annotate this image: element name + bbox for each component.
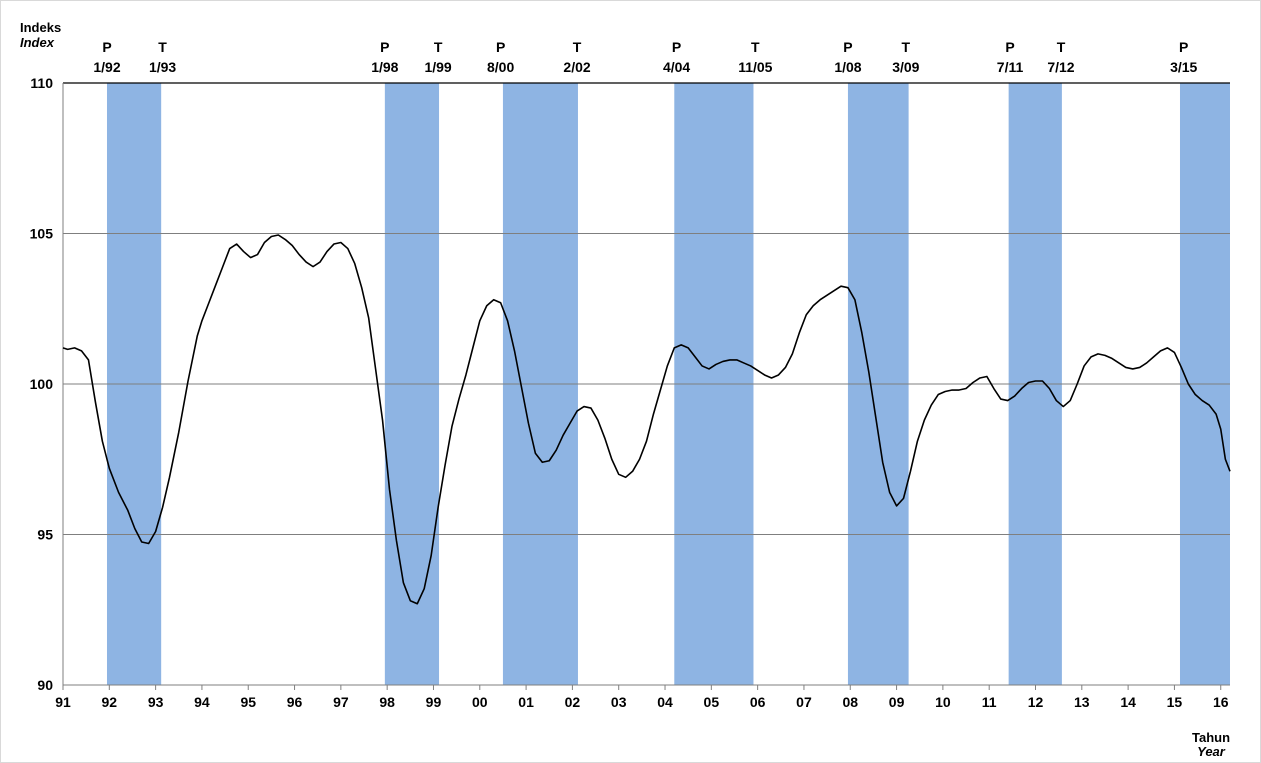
x-axis-label-en: Year bbox=[1197, 744, 1226, 759]
x-tick-label: 94 bbox=[194, 694, 210, 710]
annotation-date: 1/99 bbox=[424, 59, 451, 75]
annotation-type: P bbox=[843, 39, 852, 55]
annotation-date: 8/00 bbox=[487, 59, 514, 75]
x-tick-label: 93 bbox=[148, 694, 164, 710]
x-axis-label: Tahun bbox=[1192, 730, 1230, 745]
x-tick-label: 12 bbox=[1028, 694, 1044, 710]
y-tick-label: 95 bbox=[37, 527, 53, 543]
x-tick-label: 97 bbox=[333, 694, 349, 710]
x-tick-label: 11 bbox=[982, 694, 997, 710]
annotation-date: 7/12 bbox=[1047, 59, 1074, 75]
annotation-date: 2/02 bbox=[563, 59, 590, 75]
annotation-date: 4/04 bbox=[663, 59, 690, 75]
x-tick-label: 05 bbox=[704, 694, 720, 710]
axes bbox=[62, 83, 1230, 690]
x-tick-label: 96 bbox=[287, 694, 303, 710]
annotation-type: P bbox=[380, 39, 389, 55]
y-axis-label: Indeks bbox=[20, 20, 61, 35]
x-tick-label: 00 bbox=[472, 694, 488, 710]
x-tick-label: 09 bbox=[889, 694, 905, 710]
annotation-type: T bbox=[158, 39, 167, 55]
x-tick-label: 15 bbox=[1167, 694, 1183, 710]
x-tick-label: 04 bbox=[657, 694, 673, 710]
series-line bbox=[62, 234, 1231, 605]
annotation-type: P bbox=[672, 39, 681, 55]
annotation-date: 11/05 bbox=[738, 59, 772, 75]
annotation-type: T bbox=[751, 39, 760, 55]
index-series bbox=[62, 234, 1231, 605]
annotation-type: T bbox=[434, 39, 443, 55]
x-tick-label: 99 bbox=[426, 694, 442, 710]
annotation-type: T bbox=[573, 39, 582, 55]
x-tick-label: 16 bbox=[1213, 694, 1229, 710]
x-tick-label: 03 bbox=[611, 694, 627, 710]
annotation-type: T bbox=[1057, 39, 1066, 55]
y-tick-label: 100 bbox=[30, 376, 54, 392]
x-tick-label: 02 bbox=[565, 694, 581, 710]
annotation-type: T bbox=[902, 39, 911, 55]
annotation-type: P bbox=[496, 39, 505, 55]
x-tick-label: 91 bbox=[55, 694, 71, 710]
x-tick-label: 14 bbox=[1120, 694, 1136, 710]
annotation-date: 1/93 bbox=[149, 59, 176, 75]
annotation-date: 1/08 bbox=[834, 59, 861, 75]
y-tick-label: 110 bbox=[30, 75, 53, 91]
x-tick-label: 92 bbox=[102, 694, 118, 710]
annotation-date: 1/98 bbox=[371, 59, 398, 75]
y-axis-label-en: Index bbox=[20, 35, 55, 50]
annotation-type: P bbox=[102, 39, 111, 55]
x-tick-label: 95 bbox=[240, 694, 256, 710]
y-tick-label: 90 bbox=[37, 677, 53, 693]
gridlines bbox=[63, 82, 1230, 535]
x-tick-label: 08 bbox=[842, 694, 858, 710]
x-tick-label: 07 bbox=[796, 694, 812, 710]
x-tick-label: 06 bbox=[750, 694, 766, 710]
x-tick-label: 01 bbox=[518, 694, 534, 710]
annotation-date: 3/15 bbox=[1170, 59, 1197, 75]
annotation-type: P bbox=[1179, 39, 1188, 55]
annotation-date: 7/11 bbox=[997, 59, 1024, 75]
y-tick-label: 105 bbox=[30, 226, 54, 242]
annotation-date: 1/92 bbox=[93, 59, 120, 75]
annotation-type: P bbox=[1005, 39, 1014, 55]
x-tick-label: 98 bbox=[379, 694, 395, 710]
x-tick-label: 13 bbox=[1074, 694, 1090, 710]
annotation-date: 3/09 bbox=[892, 59, 919, 75]
x-tick-label: 10 bbox=[935, 694, 951, 710]
